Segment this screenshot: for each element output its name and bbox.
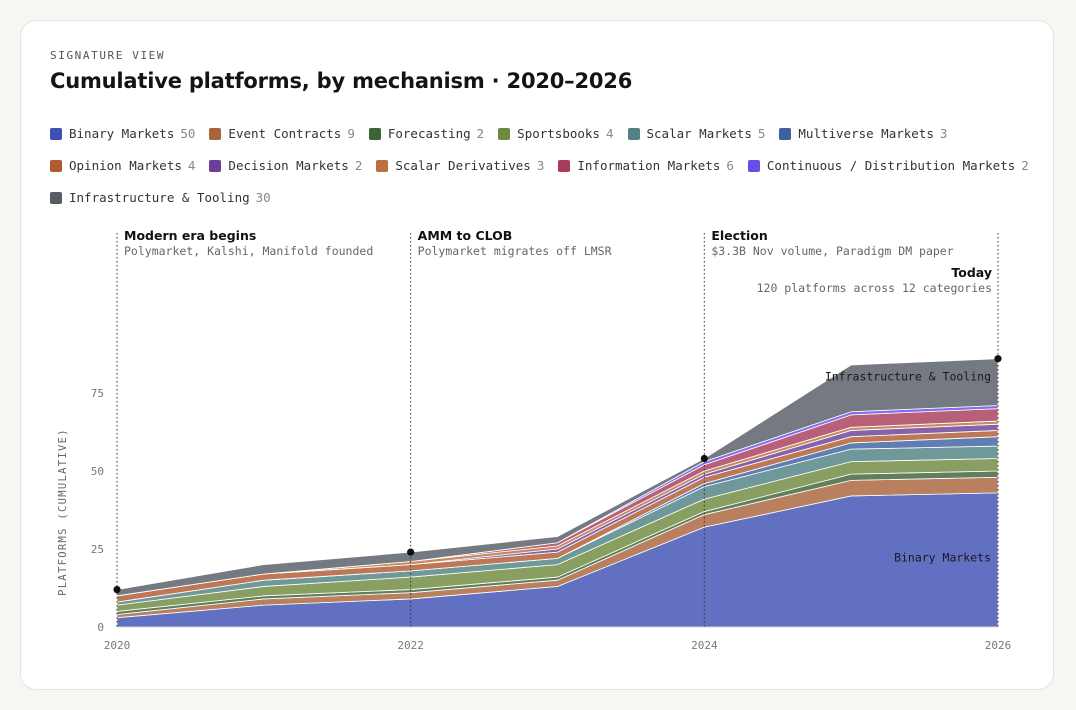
legend-count: 2 xyxy=(476,126,485,141)
event-marker-dot xyxy=(994,355,1002,363)
legend-count: 6 xyxy=(726,158,734,173)
legend-count: 9 xyxy=(347,126,355,141)
chart-card: SIGNATURE VIEW Cumulative platforms, by … xyxy=(20,20,1054,690)
legend-item[interactable]: Multiverse Markets 3 xyxy=(779,124,947,143)
legend-item[interactable]: Sportsbooks 4 xyxy=(498,124,614,143)
area-label: Infrastructure & Tooling xyxy=(825,370,991,384)
legend-item[interactable]: Scalar Markets 5 xyxy=(627,124,766,143)
legend-item[interactable]: Opinion Markets 4 xyxy=(50,156,195,175)
legend-count: 5 xyxy=(757,126,766,141)
x-tick-label: 2022 xyxy=(397,639,424,652)
legend-count: 4 xyxy=(187,158,196,173)
legend-count: 4 xyxy=(605,126,614,141)
legend-label: Forecasting xyxy=(387,126,471,141)
legend-label: Scalar Derivatives xyxy=(395,158,531,173)
event-marker-dot xyxy=(700,454,708,463)
legend-item[interactable]: Infrastructure & Tooling 30 xyxy=(50,188,271,207)
legend-swatch xyxy=(627,127,640,140)
legend-item[interactable]: Scalar Derivatives 3 xyxy=(376,156,544,175)
event-title: AMM to CLOB xyxy=(418,228,513,243)
legend-item[interactable]: Binary Markets 50 xyxy=(50,124,195,143)
y-tick-label: 25 xyxy=(91,543,104,556)
legend-item[interactable]: Information Markets 6 xyxy=(558,156,734,175)
event-subtitle: Polymarket migrates off LMSR xyxy=(418,244,612,258)
x-tick-label: 2020 xyxy=(104,639,131,652)
event-subtitle: 120 platforms across 12 categories xyxy=(757,281,992,295)
legend-count: 2 xyxy=(1021,158,1029,173)
legend-swatch xyxy=(747,159,760,172)
event-subtitle: $3.3B Nov volume, Paradigm DM paper xyxy=(711,244,953,258)
legend-label: Decision Markets xyxy=(228,158,349,173)
x-tick-label: 2024 xyxy=(691,639,718,652)
legend-label: Sportsbooks xyxy=(517,126,600,141)
legend-swatch xyxy=(498,127,511,140)
y-axis-label: PLATFORMS (CUMULATIVE) xyxy=(57,428,69,596)
area-label: Binary Markets xyxy=(894,550,991,564)
legend-count: 50 xyxy=(180,126,196,141)
legend-swatch xyxy=(50,127,62,140)
eyebrow-label: SIGNATURE VIEW xyxy=(50,49,166,62)
chart-title: Cumulative platforms, by mechanism · 202… xyxy=(50,69,633,93)
legend-swatch xyxy=(779,127,792,140)
legend: Binary Markets 50 Event Contracts 9 Forecast… xyxy=(50,124,1050,207)
event-marker-dot xyxy=(113,585,121,594)
legend-item[interactable]: Event Contracts 9 xyxy=(209,124,355,143)
legend-swatch xyxy=(50,159,62,172)
legend-label: Event Contracts xyxy=(228,126,342,141)
legend-swatch xyxy=(558,159,571,172)
stacked-area-chart: 0 25 50 75 2020 2022 2024 2026 PLATFORMS (CUMULA… xyxy=(57,228,1012,652)
legend-item[interactable]: Decision Markets 2 xyxy=(209,156,362,175)
legend-label: Multiverse Markets xyxy=(798,126,934,141)
legend-item[interactable]: Forecasting 2 xyxy=(368,124,485,143)
x-tick-label: 2026 xyxy=(985,639,1012,652)
event-title: Modern era begins xyxy=(124,228,256,243)
y-tick-label: 0 xyxy=(97,621,104,634)
legend-count: 30 xyxy=(255,190,271,205)
event-subtitle: Polymarket, Kalshi, Manifold founded xyxy=(124,244,373,258)
legend-swatch xyxy=(209,127,222,140)
y-tick-label: 50 xyxy=(91,465,104,478)
legend-swatch xyxy=(209,159,222,172)
legend-label: Continuous / Distribution Markets xyxy=(766,158,1016,173)
legend-count: 3 xyxy=(939,126,948,141)
legend-count: 2 xyxy=(354,158,363,173)
legend-swatch xyxy=(376,159,389,172)
legend-count: 3 xyxy=(536,158,545,173)
event-title: Election xyxy=(711,228,767,243)
legend-label: Opinion Markets xyxy=(69,158,182,173)
y-tick-label: 75 xyxy=(91,387,104,400)
legend-swatch xyxy=(50,191,62,204)
event-marker-dot xyxy=(407,548,415,556)
legend-item[interactable]: Continuous / Distribution Markets 2 xyxy=(747,156,1029,175)
legend-label: Scalar Markets xyxy=(646,126,752,141)
legend-label: Information Markets xyxy=(577,158,721,173)
event-title: Today xyxy=(951,265,992,280)
legend-label: Infrastructure & Tooling xyxy=(69,190,250,205)
legend-label: Binary Markets xyxy=(69,126,175,141)
legend-swatch xyxy=(368,127,381,140)
